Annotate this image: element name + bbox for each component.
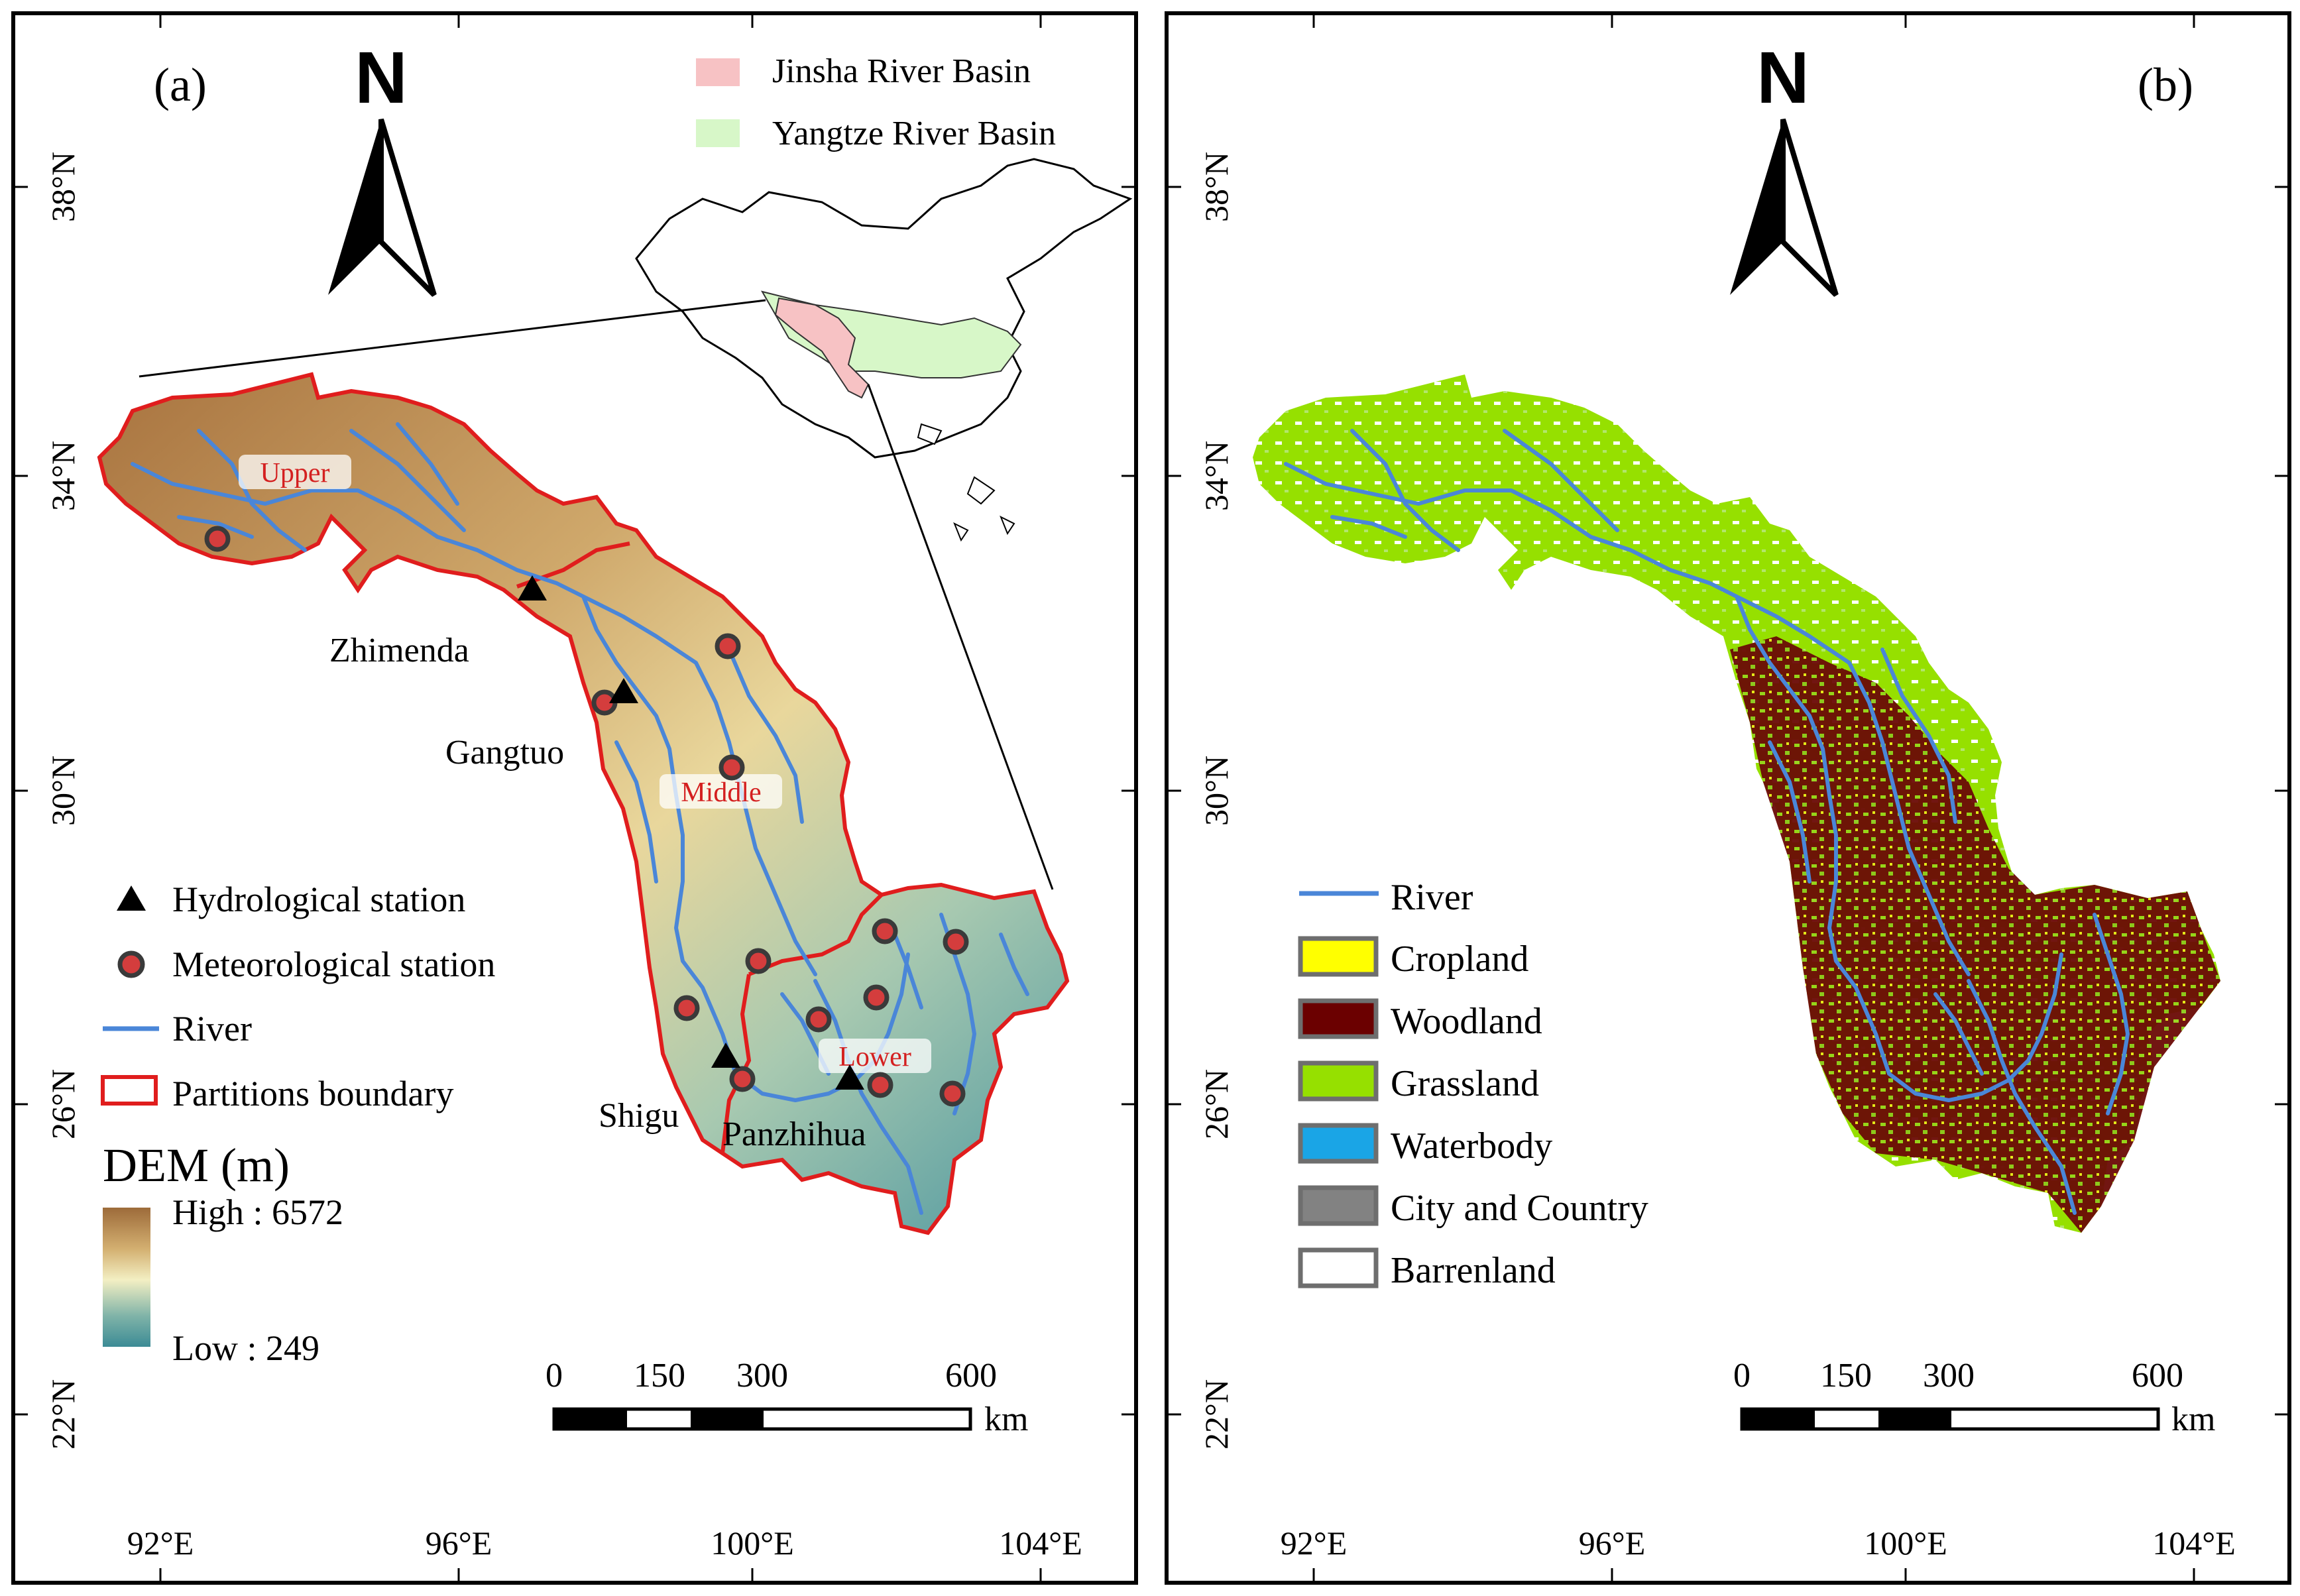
panel-b-lat-38: 38°N: [1198, 152, 1235, 222]
dem-colorbar: [103, 1208, 150, 1347]
land-cover-basin: [1253, 374, 2220, 1233]
panel-b-frame: [1165, 11, 2291, 1585]
legend-b-barrenland-label: Barrenland: [1391, 1250, 1556, 1291]
legend-yangtze-swatch: [696, 119, 740, 147]
station-shigu-label: Shigu: [599, 1097, 679, 1135]
panel-a-lon-104: 104°E: [999, 1524, 1082, 1562]
svg-text:km: km: [984, 1400, 1028, 1438]
station-zhimenda-label: Zhimenda: [329, 632, 469, 669]
legend-yangtze-label: Yangtze River Basin: [772, 115, 1056, 152]
svg-text:600: 600: [945, 1357, 997, 1395]
legend-b-river-label: River: [1391, 877, 1473, 918]
panel-a-lat-22: 22°N: [44, 1379, 82, 1450]
svg-text:0: 0: [1733, 1357, 1751, 1395]
scale-bar-b: 0 150 300 600 km: [1733, 1357, 2215, 1438]
panel-b: 38°N 34°N 30°N 26°N 22°N 92°E 96°E 100°E…: [1165, 11, 2291, 1585]
svg-text:600: 600: [2132, 1357, 2183, 1395]
dem-low-label: Low : 249: [172, 1328, 319, 1368]
meteorological-stations: [204, 526, 969, 1107]
legend-bottom-a: Hydrological station Meteorological stat…: [101, 880, 495, 1368]
dem-title: DEM (m): [103, 1139, 290, 1192]
panel-a-lat-34: 34°N: [44, 441, 82, 511]
legend-b-woodland-swatch: [1298, 998, 1379, 1039]
legend-b-cropland-swatch: [1298, 936, 1379, 977]
legend-b-grassland-swatch: [1298, 1060, 1379, 1102]
panel-b-lat-34: 34°N: [1198, 441, 1235, 511]
svg-text:N: N: [355, 37, 407, 119]
panel-b-lon-104: 104°E: [2152, 1524, 2236, 1562]
station-gangtuo-label: Gangtuo: [445, 734, 564, 771]
scale-bar-a: 0 150 300 600 km: [546, 1357, 1028, 1438]
panel-b-lon-100: 100°E: [1864, 1524, 1947, 1562]
inset-zoom-line-2: [867, 384, 1054, 890]
panel-b-label: (b): [2138, 58, 2193, 111]
river-network-b: [1284, 429, 2130, 1215]
panel-b-lat-22: 22°N: [1198, 1379, 1235, 1450]
china-inset-map: [635, 158, 1133, 542]
panel-a: 38°N 34°N 30°N 26°N 22°N 92°E 96°E 100°E…: [11, 11, 1138, 1585]
legend-boundary-label: Partitions boundary: [172, 1074, 453, 1113]
panel-b-lat-26: 26°N: [1198, 1069, 1235, 1139]
north-arrow-icon: N: [328, 37, 437, 297]
panel-a-ticks: [13, 13, 1136, 1583]
svg-text:150: 150: [634, 1357, 685, 1395]
svg-text:N: N: [1756, 37, 1809, 119]
partitions-boundary-icon: [101, 1075, 158, 1106]
panel-a-lat-38: 38°N: [44, 152, 82, 222]
panel-a-lon-96: 96°E: [426, 1524, 492, 1562]
panel-b-ticks: [1167, 13, 2289, 1583]
panel-b-lat-30: 30°N: [1198, 756, 1235, 826]
hydrological-stations: [518, 575, 864, 1090]
panel-b-lon-96: 96°E: [1579, 1524, 1646, 1562]
svg-text:300: 300: [1923, 1357, 1975, 1395]
legend-b-barrenland-swatch: [1298, 1247, 1379, 1288]
legend-meteo-label: Meteorological station: [172, 944, 495, 984]
hydrological-station-icon: [117, 885, 146, 911]
panel-a-lat-26: 26°N: [44, 1069, 82, 1139]
legend-b-city-swatch: [1298, 1185, 1379, 1226]
partition-upper-label: Upper: [260, 458, 330, 488]
legend-b-cropland-label: Cropland: [1391, 939, 1528, 980]
inset-zoom-line-1: [139, 299, 766, 378]
panel-a-label: (a): [154, 58, 207, 111]
svg-text:0: 0: [546, 1357, 563, 1395]
legend-b-waterbody-swatch: [1298, 1123, 1379, 1164]
legend-b-grassland-label: Grassland: [1391, 1063, 1539, 1104]
dem-high-label: High : 6572: [172, 1192, 343, 1232]
panel-a-lat-30: 30°N: [44, 756, 82, 826]
svg-text:150: 150: [1820, 1357, 1872, 1395]
river-network: [131, 422, 1029, 1215]
station-panzhihua-label: Panzhihua: [722, 1115, 866, 1153]
legend-b-waterbody-label: Waterbody: [1391, 1125, 1552, 1167]
legend-jinsha-label: Jinsha River Basin: [772, 52, 1031, 90]
svg-text:km: km: [2171, 1400, 2215, 1438]
panel-b-lon-92: 92°E: [1281, 1524, 1348, 1562]
north-arrow-icon: N: [1730, 37, 1839, 297]
meteorological-station-icon: [117, 950, 145, 978]
legend-b: River Cropland Woodland Grassland Waterb…: [1298, 877, 1648, 1291]
panel-a-lon-92: 92°E: [127, 1524, 194, 1562]
svg-text:300: 300: [736, 1357, 788, 1395]
legend-b-woodland-label: Woodland: [1391, 1001, 1542, 1042]
legend-b-city-label: City and Country: [1391, 1188, 1648, 1229]
legend-hydro-label: Hydrological station: [172, 880, 465, 919]
legend-river-label: River: [172, 1009, 252, 1049]
legend-jinsha-swatch: [696, 58, 740, 86]
partition-middle-label: Middle: [681, 777, 761, 808]
panel-a-lon-100: 100°E: [711, 1524, 794, 1562]
